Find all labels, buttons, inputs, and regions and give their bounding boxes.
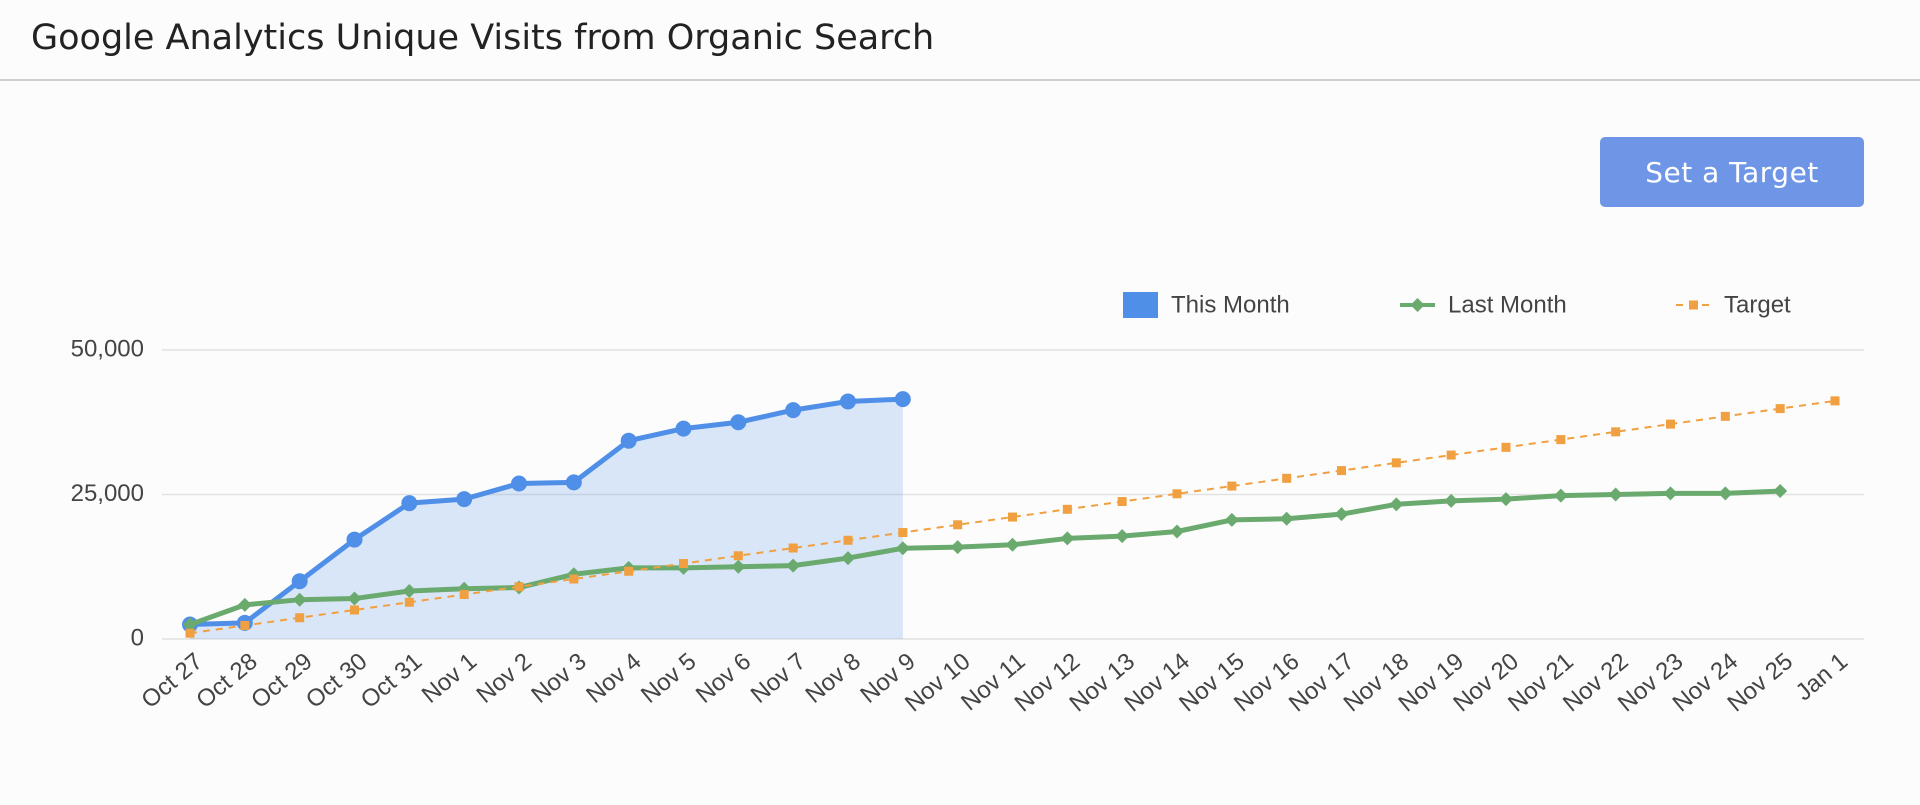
point xyxy=(1279,511,1294,526)
x-tick-label: Nov 4 xyxy=(581,648,646,709)
point xyxy=(1282,473,1292,483)
point xyxy=(292,592,307,607)
x-tick-label: Nov 8 xyxy=(801,648,866,709)
point xyxy=(291,573,308,590)
y-tick-label: 0 xyxy=(131,624,144,651)
legend-swatch xyxy=(1123,292,1158,318)
x-tick-label: Jan 1 xyxy=(1791,648,1853,706)
point xyxy=(1391,458,1401,468)
point xyxy=(950,540,965,555)
x-tick-label: Nov 7 xyxy=(746,648,811,709)
point xyxy=(788,543,798,553)
point xyxy=(569,574,579,584)
point xyxy=(1773,484,1788,499)
point xyxy=(402,584,417,599)
point xyxy=(894,391,911,408)
y-tick-label: 25,000 xyxy=(71,480,144,507)
point xyxy=(785,402,802,419)
point xyxy=(895,541,910,556)
point xyxy=(1008,512,1017,522)
area xyxy=(190,399,903,639)
legend-label: Last Month xyxy=(1448,291,1567,318)
point xyxy=(237,597,252,612)
x-tick-label: Oct 30 xyxy=(301,648,373,714)
point xyxy=(1663,486,1678,501)
point xyxy=(1830,396,1840,406)
point xyxy=(1553,488,1568,503)
point xyxy=(1227,481,1237,491)
point xyxy=(514,582,524,592)
point xyxy=(1720,411,1730,421)
point xyxy=(1444,493,1459,508)
point xyxy=(240,620,250,630)
x-tick-label: Oct 28 xyxy=(191,648,263,714)
point xyxy=(459,589,469,599)
point xyxy=(350,605,359,615)
y-tick-label: 50,000 xyxy=(71,335,144,362)
point xyxy=(843,535,853,545)
point xyxy=(679,559,688,569)
set-target-button[interactable]: Set a Target xyxy=(1600,137,1864,207)
point xyxy=(1501,442,1511,452)
point xyxy=(840,393,856,410)
point xyxy=(620,432,637,449)
point xyxy=(346,531,363,548)
x-tick-label: Nov 2 xyxy=(472,648,537,709)
chart-title: Google Analytics Unique Visits from Orga… xyxy=(31,18,935,58)
point xyxy=(953,520,963,530)
point xyxy=(1718,486,1733,501)
point xyxy=(404,597,414,607)
point xyxy=(295,613,305,623)
point xyxy=(624,566,634,576)
x-tick-label: Nov 6 xyxy=(691,648,756,709)
point xyxy=(1060,531,1075,546)
line xyxy=(189,488,1781,627)
point xyxy=(841,551,855,566)
point xyxy=(1556,435,1566,445)
point xyxy=(1334,507,1349,522)
point xyxy=(1115,529,1130,544)
point xyxy=(1172,489,1182,499)
x-tick-label: Nov 1 xyxy=(417,648,482,709)
point xyxy=(1446,450,1456,460)
point xyxy=(456,491,473,508)
legend-label: Target xyxy=(1724,291,1791,318)
point xyxy=(1337,466,1346,476)
point xyxy=(347,591,362,606)
point xyxy=(731,559,746,574)
x-tick-label: Oct 31 xyxy=(356,648,428,714)
point xyxy=(733,551,743,561)
point xyxy=(730,414,747,431)
point xyxy=(1117,497,1127,507)
point xyxy=(1389,497,1404,512)
x-tick-label: Oct 29 xyxy=(246,648,318,714)
line xyxy=(189,396,903,628)
point xyxy=(1170,524,1184,539)
point xyxy=(1608,487,1623,502)
legend-marker xyxy=(1410,298,1425,312)
x-tick-label: Nov 3 xyxy=(526,648,591,709)
x-tick-label: Oct 27 xyxy=(136,648,208,714)
point xyxy=(511,475,527,492)
point xyxy=(183,617,197,632)
point xyxy=(1005,537,1020,552)
legend-marker xyxy=(1689,300,1698,310)
legend-label: This Month xyxy=(1171,291,1290,318)
point xyxy=(675,420,692,437)
point xyxy=(1775,404,1785,414)
point xyxy=(1062,504,1072,514)
point xyxy=(1666,419,1675,429)
point xyxy=(565,474,582,491)
point xyxy=(1224,512,1239,527)
point xyxy=(401,495,418,512)
point xyxy=(1611,427,1621,437)
header: Google Analytics Unique Visits from Orga… xyxy=(0,0,1920,81)
point xyxy=(185,628,195,638)
x-tick-label: Nov 5 xyxy=(636,648,701,709)
point xyxy=(786,558,801,573)
point xyxy=(1499,492,1513,507)
point xyxy=(898,528,908,538)
